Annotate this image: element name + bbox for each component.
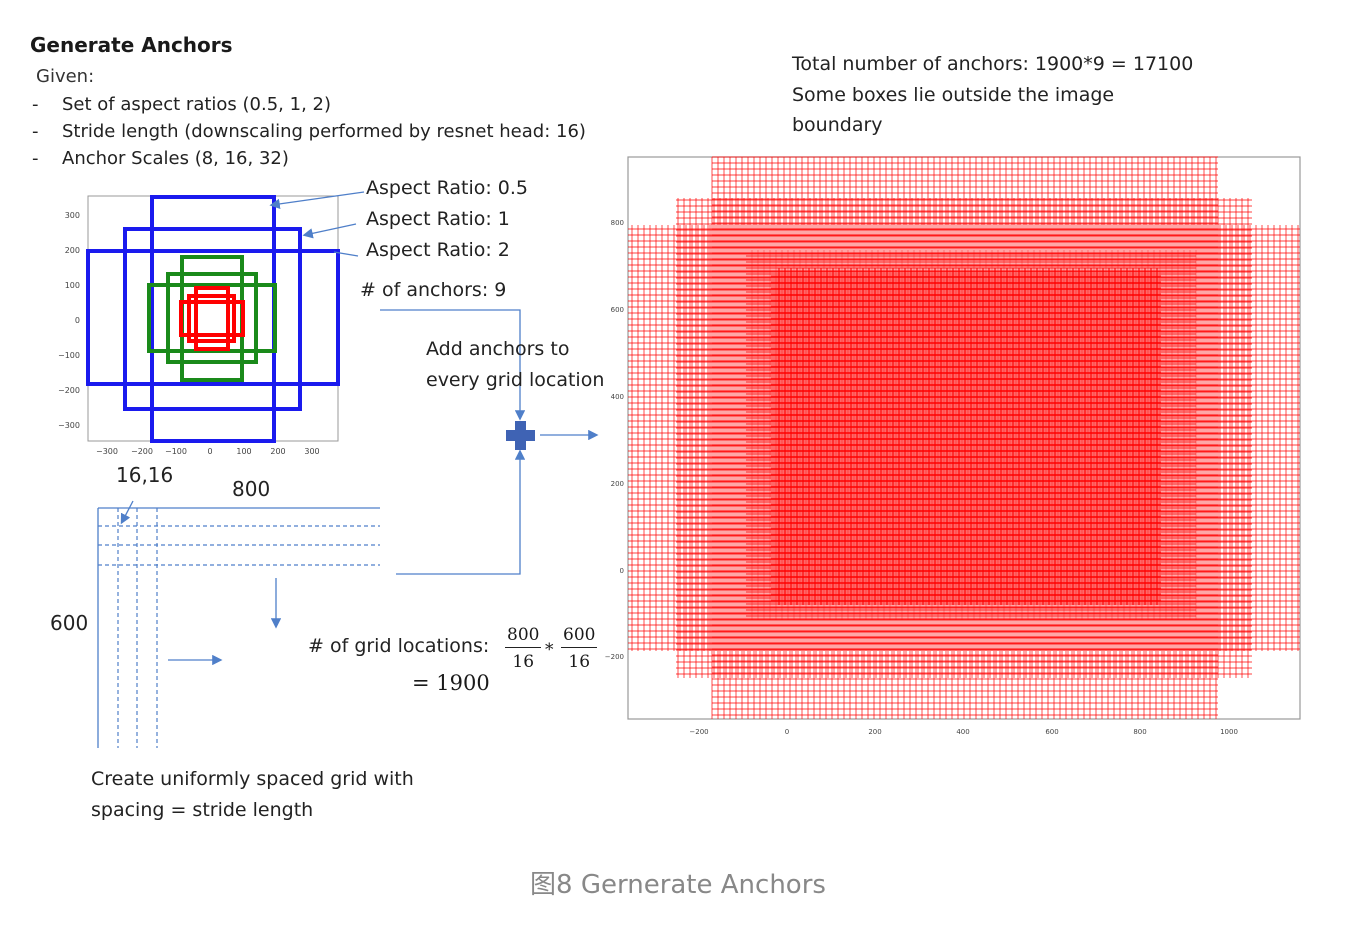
total-anchors-line: Some boxes lie outside the image xyxy=(792,84,1115,106)
times-sign: * xyxy=(545,640,554,660)
grid-caption-line: spacing = stride length xyxy=(91,799,314,821)
aspect-ratio-label: Aspect Ratio: 0.5 xyxy=(366,177,529,199)
bullet-text: Stride length (downscaling performed by … xyxy=(62,121,586,142)
fraction-width: 800 16 xyxy=(505,625,542,672)
aspect-ratio-label: Aspect Ratio: 2 xyxy=(366,239,510,261)
y-tick-label: −100 xyxy=(58,351,80,360)
y-tick-label: 600 xyxy=(611,306,624,314)
y-tick-label: 300 xyxy=(65,211,80,220)
x-tick-label: 400 xyxy=(956,728,969,736)
x-tick-label: −300 xyxy=(96,447,118,456)
uniform-grid-sketch xyxy=(97,507,380,748)
left-plot-x-ticks: −300 −200 −100 0 100 200 300 xyxy=(96,447,320,456)
anchor-grid-lines xyxy=(628,156,1300,719)
bullet-text: Anchor Scales (8, 16, 32) xyxy=(62,148,289,169)
anchor-box-green-square xyxy=(166,272,258,364)
left-plot-y-ticks: 300 200 100 0 −100 −200 −300 xyxy=(58,211,80,430)
arrow-grid-to-plus xyxy=(396,449,526,575)
grid-locations-result: = 1900 xyxy=(412,671,490,695)
pointer-aspect-2 xyxy=(333,251,359,257)
pointer-aspect-0-5 xyxy=(269,191,365,210)
x-tick-label: 800 xyxy=(1133,728,1146,736)
y-tick-label: 400 xyxy=(611,393,624,401)
y-tick-label: −300 xyxy=(58,421,80,430)
add-anchors-line: Add anchors to xyxy=(426,338,570,360)
grid-corner-label: 16,16 xyxy=(116,463,174,487)
x-tick-label: 100 xyxy=(236,447,251,456)
fraction-numerator: 600 xyxy=(561,625,598,648)
add-anchors-line: every grid location xyxy=(426,369,605,391)
figure-caption: 图8 Gernerate Anchors xyxy=(530,870,826,900)
given-label: Given: xyxy=(36,66,95,87)
grid-caption-line: Create uniformly spaced grid with xyxy=(91,768,414,790)
pointer-corner-16-16 xyxy=(120,500,134,525)
pointer-aspect-1 xyxy=(302,223,357,239)
anchor-boxes-plot: 300 200 100 0 −100 −200 −300 −300 −200 −… xyxy=(58,195,340,456)
fraction-denominator: 16 xyxy=(568,652,591,672)
bullet-stride-length: - Stride length (downscaling performed by… xyxy=(32,121,586,142)
bullet-anchor-scales: - Anchor Scales (8, 16, 32) xyxy=(32,148,289,169)
x-tick-label: −200 xyxy=(689,728,708,736)
y-tick-label: −200 xyxy=(605,653,624,661)
x-tick-label: 300 xyxy=(304,447,319,456)
x-tick-label: 200 xyxy=(868,728,881,736)
arrow-anchors-to-plus xyxy=(380,309,526,421)
grid-locations-label: # of grid locations: xyxy=(308,635,490,657)
anchor-box-red-wide xyxy=(179,300,245,337)
y-tick-label: 200 xyxy=(611,480,624,488)
plus-icon xyxy=(506,421,535,450)
y-tick-label: 800 xyxy=(611,219,624,227)
y-tick-label: 0 xyxy=(620,567,624,575)
y-tick-label: −200 xyxy=(58,386,80,395)
total-anchors-line: boundary xyxy=(792,114,883,136)
right-plot-x-ticks: −200 0 200 400 600 800 1000 xyxy=(689,728,1238,736)
x-tick-label: −200 xyxy=(131,447,153,456)
y-tick-label: 100 xyxy=(65,281,80,290)
total-anchors-line: Total number of anchors: 1900*9 = 17100 xyxy=(792,53,1194,75)
grid-height-label: 600 xyxy=(50,611,89,635)
x-tick-label: 1000 xyxy=(1220,728,1238,736)
diagram-title: Generate Anchors xyxy=(30,33,233,57)
bullet-aspect-ratios: - Set of aspect ratios (0.5, 1, 2) xyxy=(32,94,331,115)
all-anchors-plot: 800 600 400 200 0 −200 −200 0 200 400 60… xyxy=(605,156,1301,736)
fraction-denominator: 16 xyxy=(512,652,535,672)
x-tick-label: 200 xyxy=(270,447,285,456)
anchor-box-blue-wide xyxy=(86,249,340,386)
plot-frame xyxy=(87,195,339,442)
y-tick-label: 200 xyxy=(65,246,80,255)
y-tick-label: 0 xyxy=(75,316,80,325)
grid-width-label: 800 xyxy=(232,477,271,501)
fraction-numerator: 800 xyxy=(505,625,542,648)
anchor-box-red-square xyxy=(187,294,236,343)
right-plot-y-ticks: 800 600 400 200 0 −200 xyxy=(605,219,624,661)
aspect-ratio-label: Aspect Ratio: 1 xyxy=(366,208,510,230)
x-tick-label: 600 xyxy=(1045,728,1058,736)
x-tick-label: −100 xyxy=(165,447,187,456)
anchors-count-label: # of anchors: 9 xyxy=(360,279,507,301)
bullet-text: Set of aspect ratios (0.5, 1, 2) xyxy=(62,94,331,115)
anchor-box-blue-square xyxy=(123,227,302,411)
x-tick-label: 0 xyxy=(785,728,789,736)
fraction-height: 600 16 xyxy=(561,625,598,672)
x-tick-label: 0 xyxy=(207,447,212,456)
anchor-box-red-tall xyxy=(194,286,230,351)
